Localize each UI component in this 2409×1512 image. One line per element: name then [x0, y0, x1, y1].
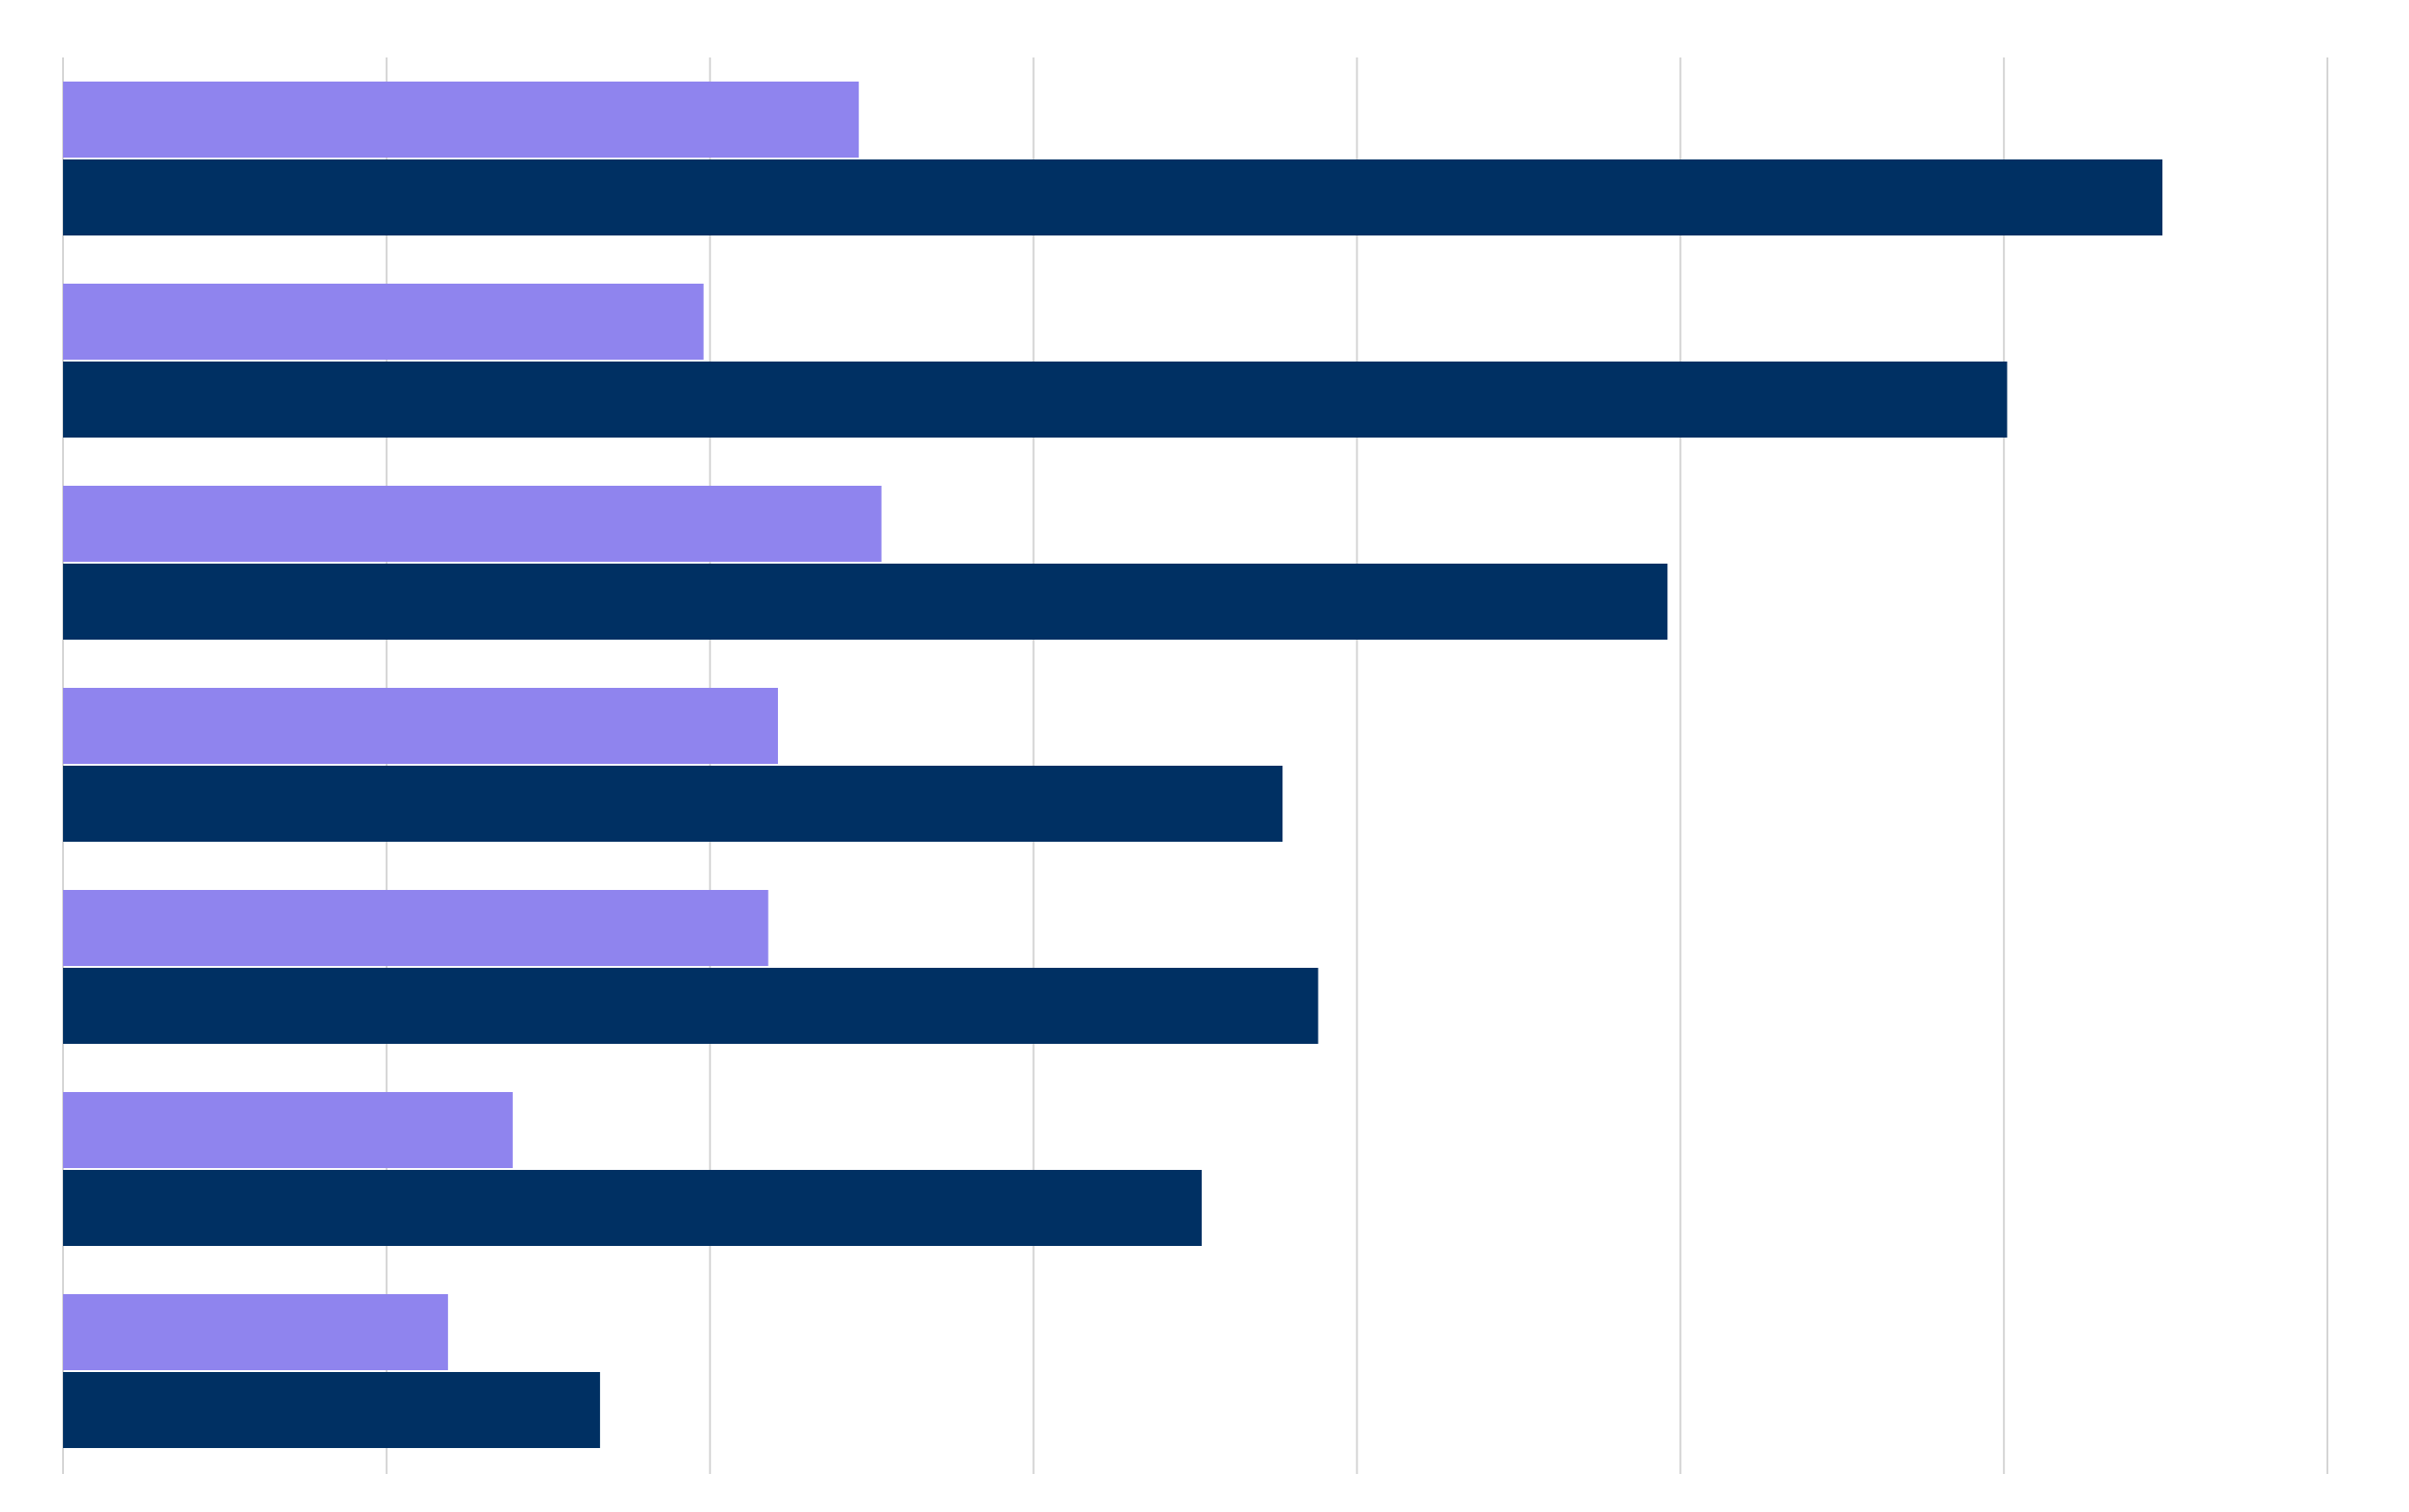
bar-category-4-series-1	[63, 688, 778, 764]
bar-category-1-series-2	[63, 159, 2163, 235]
bar-category-7-series-1	[63, 1294, 449, 1370]
bar-category-6-series-1	[63, 1092, 513, 1168]
bar-category-5-series-2	[63, 968, 1319, 1044]
bars	[63, 82, 2163, 1448]
bar-category-2-series-1	[63, 284, 704, 360]
bar-category-3-series-1	[63, 486, 882, 562]
bar-category-2-series-2	[63, 362, 2008, 438]
bar-category-3-series-2	[63, 564, 1668, 640]
bar-category-4-series-2	[63, 766, 1283, 842]
bar-category-1-series-1	[63, 82, 860, 158]
bar-category-6-series-2	[63, 1170, 1202, 1246]
bar-category-5-series-1	[63, 890, 769, 966]
bar-category-7-series-2	[63, 1372, 601, 1448]
